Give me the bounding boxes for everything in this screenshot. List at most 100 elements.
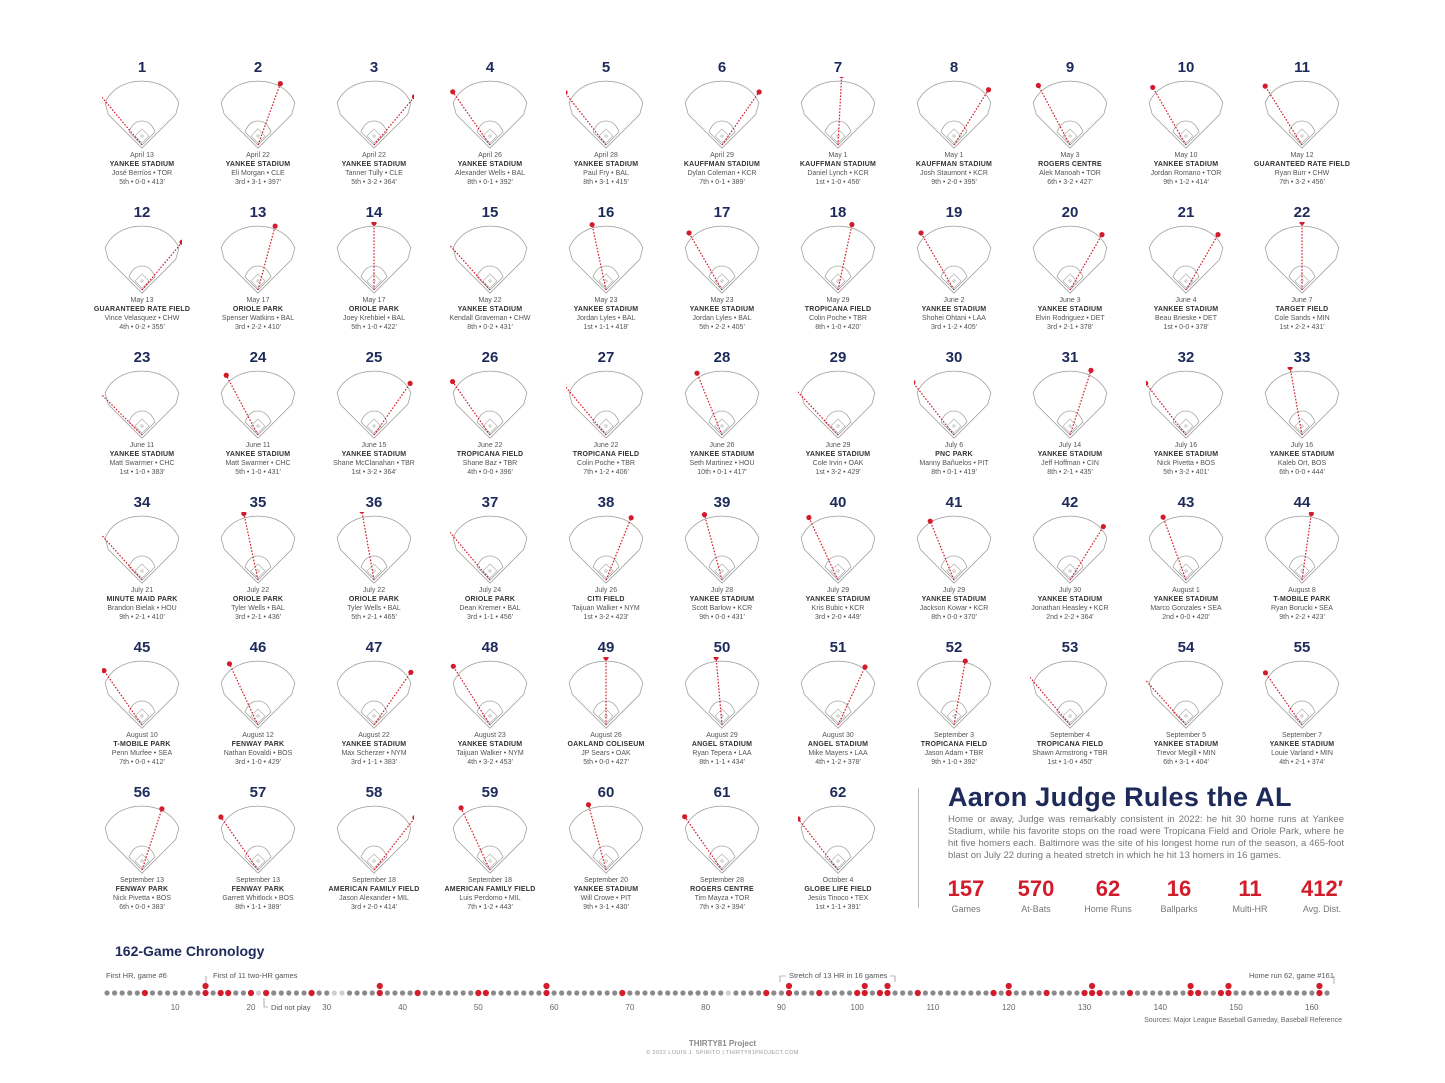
home-run-card: 34 July 21 MINUTE MAID PARK Brandon Bielak … <box>84 490 200 635</box>
pitchers-mound <box>952 134 956 138</box>
home-run-path <box>1264 85 1303 146</box>
infield-arc <box>128 555 156 581</box>
landing-point <box>1215 232 1221 238</box>
landing-point <box>1308 512 1314 517</box>
home-run-number: 57 <box>249 784 267 801</box>
ballpark-outline <box>916 515 992 584</box>
pitcher: Seth Martinez • HOU <box>689 460 755 467</box>
landing-point <box>862 664 868 670</box>
home-run-number: 56 <box>133 784 151 801</box>
pitcher: Jackson Kowar • KCR <box>919 605 989 612</box>
inning-count-distance: 5th • 3-2 • 401′ <box>1163 469 1209 476</box>
base-diamond <box>366 853 382 869</box>
pitcher: Jeff Hoffman • CIN <box>1041 460 1099 467</box>
game-dot <box>362 990 368 996</box>
ballpark-outline <box>1146 660 1224 729</box>
pitcher: Ryan Tepera • LAA <box>692 750 752 757</box>
game-dot-hr <box>1096 989 1103 997</box>
home-run-date: June 15 <box>361 442 387 449</box>
ballpark-outline <box>102 80 180 149</box>
base-diamond <box>134 418 150 434</box>
home-run-date: September 7 <box>1281 732 1323 739</box>
inning-count-distance: 6th • 3-1 • 404′ <box>1163 759 1209 766</box>
ballpark-name: CITI FIELD <box>587 596 625 603</box>
home-run-date: April 29 <box>710 152 734 159</box>
infield-arc <box>244 845 272 871</box>
pitcher: Alek Manoah • TOR <box>1039 170 1101 177</box>
landing-point <box>1160 514 1166 520</box>
outfield-fence-inner <box>801 81 875 148</box>
game-dot <box>612 990 618 996</box>
home-run-path <box>1146 679 1187 726</box>
ballpark-name: MINUTE MAID PARK <box>106 596 178 603</box>
pitchers-mound <box>952 279 956 283</box>
home-run-date: September 13 <box>236 877 280 884</box>
game-dot <box>1180 990 1186 996</box>
game-dot-hr <box>202 989 209 997</box>
outfield-fence-inner <box>453 806 527 873</box>
landing-point <box>756 89 762 95</box>
game-dot <box>1013 990 1019 996</box>
game-dot <box>604 990 610 996</box>
home-run-path <box>257 225 276 291</box>
game-dot <box>134 990 140 996</box>
base-diamond <box>830 128 846 144</box>
infield-arc <box>824 265 852 291</box>
game-dot <box>399 990 406 996</box>
home-run-number: 15 <box>481 204 499 221</box>
home-run-date: May 17 <box>362 297 386 304</box>
game-dot-hr <box>1187 989 1194 997</box>
infield-arc <box>708 555 736 581</box>
home-run-path <box>929 520 955 581</box>
game-dot-hr <box>414 989 421 997</box>
base-diamond <box>946 708 962 724</box>
second-hr-dot <box>884 982 891 990</box>
inning-count-distance: 3rd • 1-1 • 383′ <box>351 759 397 766</box>
home-run-path <box>837 224 853 291</box>
home-run-card: 62 October 4 GLOBE LIFE FIELD Jesús Tinoco … <box>780 780 896 925</box>
game-dot <box>1157 990 1163 996</box>
game-dot <box>339 990 345 996</box>
landing-point <box>1262 83 1268 89</box>
home-run-number: 25 <box>365 349 383 366</box>
home-run-number: 2 <box>253 59 263 76</box>
base-diamond <box>134 128 150 144</box>
home-run-number: 32 <box>1177 349 1195 366</box>
game-dot-hr <box>1316 989 1323 997</box>
outfield-fence-inner <box>337 226 411 293</box>
home-run-number: 28 <box>713 349 731 366</box>
pitchers-mound <box>604 279 608 283</box>
outfield-fence-inner <box>105 226 179 293</box>
home-run-number: 22 <box>1293 204 1311 221</box>
outfield-fence-inner <box>221 661 295 728</box>
game-dot <box>1112 990 1118 996</box>
base-diamond <box>714 128 730 144</box>
home-run-number: 23 <box>133 349 151 366</box>
pitchers-mound <box>140 279 144 283</box>
ballpark-name: YANKEE STADIUM <box>457 306 523 313</box>
game-dot <box>460 990 466 996</box>
inning-count-distance: 8th • 3-1 • 415′ <box>583 179 629 186</box>
ballpark-outline <box>916 80 992 149</box>
outfield-fence-inner <box>1149 661 1223 728</box>
home-run-date: September 13 <box>120 877 164 884</box>
game-dot <box>793 990 800 996</box>
outfield-fence-inner <box>105 516 179 583</box>
home-run-date: September 18 <box>468 877 512 884</box>
ballpark-outline <box>800 77 876 149</box>
ballpark-name: ORIOLE PARK <box>464 596 516 603</box>
landing-point <box>450 663 456 669</box>
game-dot <box>574 990 580 996</box>
tick-label: 20 <box>247 1003 256 1012</box>
game-dot <box>847 990 853 996</box>
pitcher: Jason Alexander • MIL <box>339 895 409 902</box>
home-run-card: 60 September 20 YANKEE STADIUM Will Crowe •… <box>548 780 664 925</box>
pitcher: Ryan Borucki • SEA <box>1271 605 1333 612</box>
game-dot-hr <box>884 989 891 997</box>
pitcher: Scott Barlow • KCR <box>691 605 753 612</box>
pitchers-mound <box>256 859 260 863</box>
stat-at-bats: 570 At-Bats <box>996 876 1076 914</box>
outfield-fence-inner <box>337 806 411 873</box>
outfield-fence-inner <box>105 661 179 728</box>
infield-arc <box>824 555 852 581</box>
